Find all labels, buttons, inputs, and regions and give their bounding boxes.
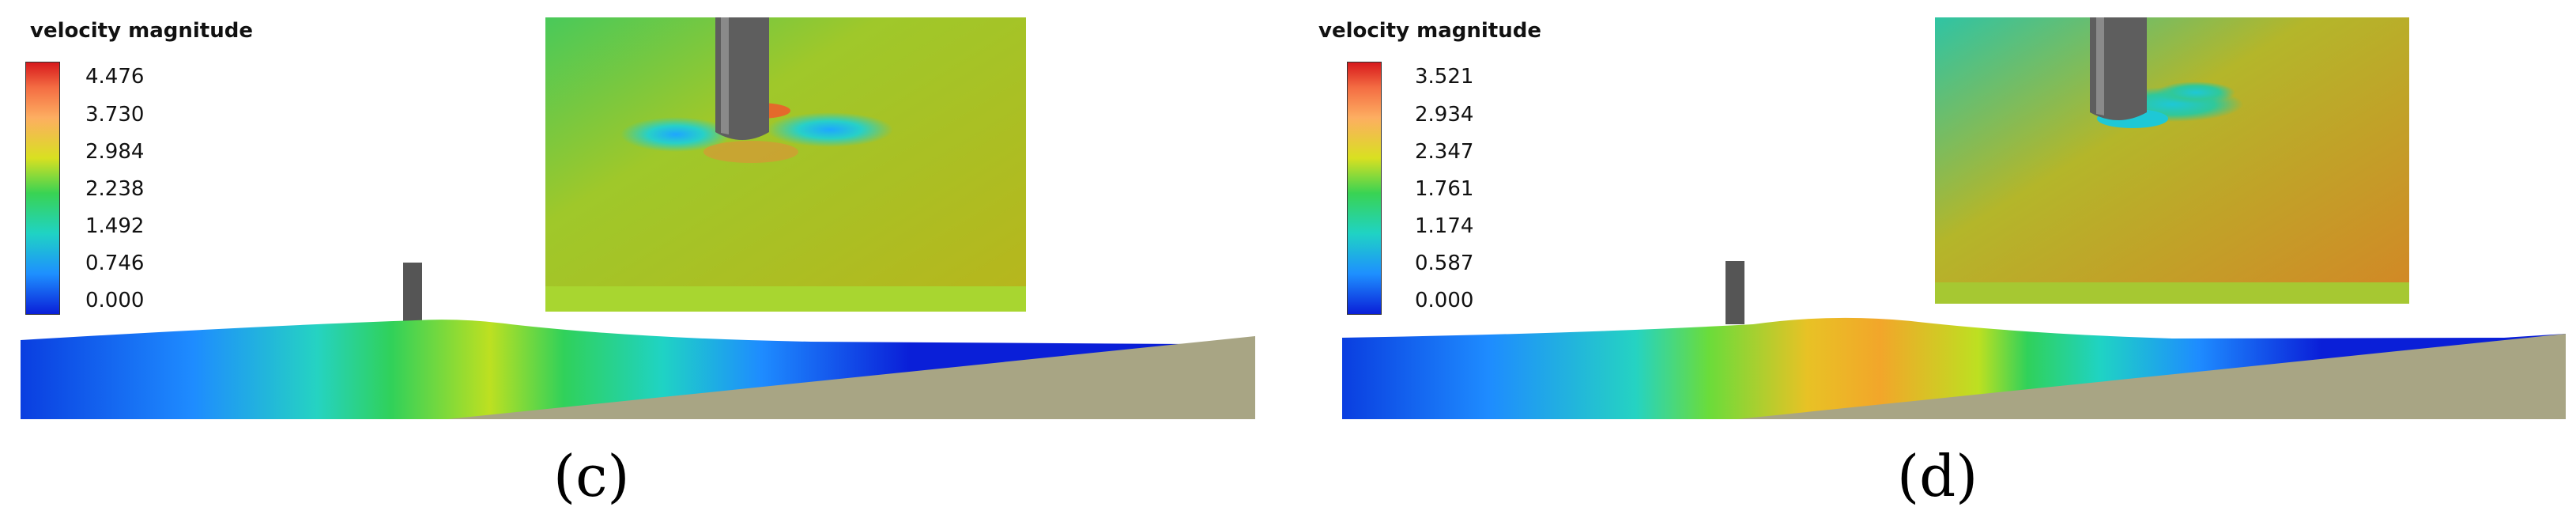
panel-caption: (c) [553,443,630,509]
colorbar-tick-label: 1.174 [1415,214,1474,238]
colorbar-tick-label: 4.476 [85,65,145,89]
colorbar-tick-label: 0.587 [1415,252,1474,275]
colorbar-tick-label: 2.934 [1415,103,1474,127]
inset-zoom-view [545,17,1026,312]
colorbar-tick-label: 2.238 [85,177,145,201]
colorbar [1347,62,1382,315]
panel-caption: (d) [1897,443,1978,509]
colorbar-tick-label: 0.000 [1415,289,1474,312]
seabed [447,336,1255,419]
colorbar-tick-label: 1.761 [1415,177,1474,201]
flow-section [1342,317,2566,419]
inset-zoom-view [1935,17,2409,304]
colorbar [25,62,60,315]
colorbar-tick-label: 2.984 [85,140,145,164]
colorbar-tick-label: 2.347 [1415,140,1474,164]
colorbar-tick-label: 1.492 [85,214,145,238]
colorbar-tick-label: 3.521 [1415,65,1474,89]
pile [403,263,422,322]
seabed [1737,334,2566,419]
colorbar-tick-label: 3.730 [85,103,145,127]
colorbar-tick-label: 0.746 [85,252,145,275]
panel-c: velocity magnitude 4.476 3.730 2.984 2.2… [21,17,1255,509]
legend-title: velocity magnitude [1318,19,1541,43]
legend-title: velocity magnitude [30,19,253,43]
flow-section [21,320,1255,419]
pile [1726,261,1744,324]
colorbar-tick-label: 0.000 [85,289,145,312]
panel-d: velocity magnitude 3.521 2.934 2.347 1.7… [1288,0,2576,522]
